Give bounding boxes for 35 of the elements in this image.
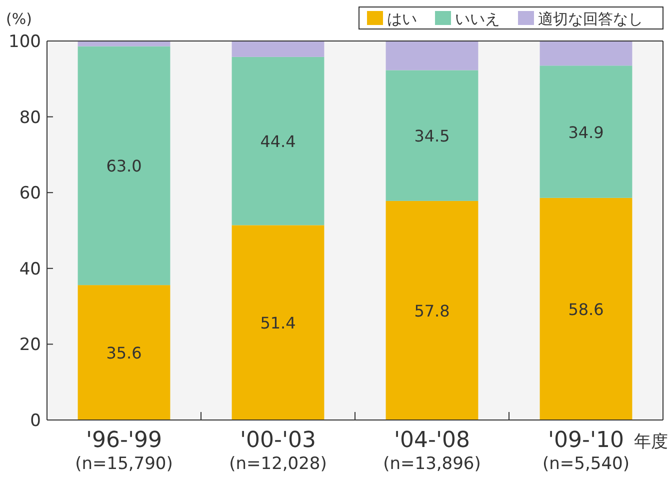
data-label: 34.5 xyxy=(414,126,450,146)
x-tick-label: '09-'10 (n=5,540) xyxy=(542,428,630,474)
data-label: 35.6 xyxy=(106,344,142,363)
legend-label: 適切な回答なし xyxy=(538,10,643,28)
data-label: 57.8 xyxy=(414,301,450,320)
x-tick-label: '04-'08 (n=13,896) xyxy=(383,428,481,474)
bar xyxy=(232,41,324,57)
legend-label: いいえ xyxy=(455,10,500,28)
y-tick-label: 20 xyxy=(19,335,41,356)
bar xyxy=(540,41,632,66)
y-axis-title: (%) xyxy=(6,10,32,28)
y-tick-label: 40 xyxy=(19,259,41,280)
bar xyxy=(232,56,324,226)
data-label: 51.4 xyxy=(260,314,296,333)
bar xyxy=(386,70,478,201)
bar xyxy=(78,46,170,286)
data-label: 44.4 xyxy=(260,132,296,152)
y-tick-label: 60 xyxy=(19,184,41,204)
bar xyxy=(78,285,170,420)
x-axis-title: 年度 xyxy=(634,432,668,452)
bar xyxy=(386,200,478,420)
x-tick-label: '00-'03 (n=12,028) xyxy=(229,428,327,474)
y-tick-label: 0 xyxy=(30,411,41,431)
x-tick-label: '96-'99 (n=15,790) xyxy=(75,428,173,474)
bar xyxy=(232,225,324,420)
y-tick-label: 100 xyxy=(8,32,41,52)
bar xyxy=(78,41,170,46)
bar xyxy=(540,66,632,198)
legend-label: はい xyxy=(387,10,417,28)
data-label: 58.6 xyxy=(568,300,604,319)
bar xyxy=(386,41,478,70)
data-label: 34.9 xyxy=(568,122,604,142)
y-tick-label: 80 xyxy=(19,108,41,128)
bar xyxy=(540,198,632,420)
data-label: 63.0 xyxy=(106,156,142,176)
